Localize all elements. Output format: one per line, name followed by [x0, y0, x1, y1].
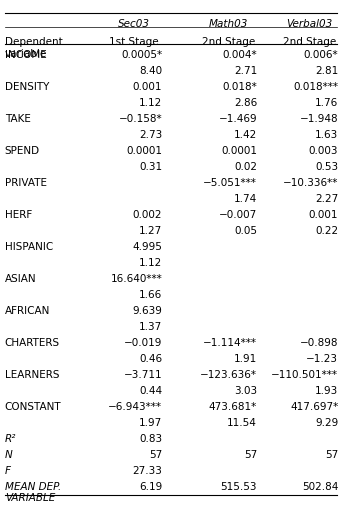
Text: 0.004*: 0.004*	[223, 50, 257, 60]
Text: 1.27: 1.27	[139, 226, 162, 236]
Text: 0.44: 0.44	[139, 386, 162, 396]
Text: R²: R²	[5, 434, 16, 443]
Text: −10.336**: −10.336**	[283, 178, 338, 188]
Text: CHARTERS: CHARTERS	[5, 338, 60, 348]
Text: 0.003: 0.003	[309, 146, 338, 156]
Text: 1.12: 1.12	[139, 258, 162, 268]
Text: 1st Stage: 1st Stage	[109, 37, 158, 48]
Text: −0.898: −0.898	[300, 338, 338, 348]
Text: ASIAN: ASIAN	[5, 274, 36, 284]
Text: 2.71: 2.71	[234, 66, 257, 76]
Text: DENSITY: DENSITY	[5, 82, 49, 92]
Text: 0.006*: 0.006*	[304, 50, 338, 60]
Text: 0.53: 0.53	[315, 162, 338, 172]
Text: 2.27: 2.27	[315, 194, 338, 204]
Text: −0.019: −0.019	[124, 338, 162, 348]
Text: 57: 57	[325, 450, 338, 459]
Text: Math03: Math03	[208, 19, 248, 30]
Text: Dependent
variable: Dependent variable	[5, 37, 63, 59]
Text: LEARNERS: LEARNERS	[5, 370, 59, 380]
Text: CONSTANT: CONSTANT	[5, 402, 61, 412]
Text: 417.697*: 417.697*	[290, 402, 338, 412]
Text: 0.018***: 0.018***	[293, 82, 338, 92]
Text: 1.97: 1.97	[139, 418, 162, 428]
Text: 2.73: 2.73	[139, 130, 162, 140]
Text: −123.636*: −123.636*	[200, 370, 257, 380]
Text: 515.53: 515.53	[221, 482, 257, 492]
Text: 11.54: 11.54	[227, 418, 257, 428]
Text: −0.007: −0.007	[219, 210, 257, 220]
Text: −6.943***: −6.943***	[108, 402, 162, 412]
Text: 0.001: 0.001	[309, 210, 338, 220]
Text: −3.711: −3.711	[123, 370, 162, 380]
Text: AFRICAN: AFRICAN	[5, 306, 50, 316]
Text: 16.640***: 16.640***	[110, 274, 162, 284]
Text: HERF: HERF	[5, 210, 32, 220]
Text: −1.948: −1.948	[300, 114, 338, 124]
Text: 0.83: 0.83	[139, 434, 162, 443]
Text: 1.42: 1.42	[234, 130, 257, 140]
Text: PRIVATE: PRIVATE	[5, 178, 47, 188]
Text: MEAN DEP.
VARIABLE: MEAN DEP. VARIABLE	[5, 482, 61, 503]
Text: 0.31: 0.31	[139, 162, 162, 172]
Text: 0.018*: 0.018*	[222, 82, 257, 92]
Text: 0.02: 0.02	[234, 162, 257, 172]
Text: 0.22: 0.22	[315, 226, 338, 236]
Text: 57: 57	[244, 450, 257, 459]
Text: 57: 57	[149, 450, 162, 459]
Text: 473.681*: 473.681*	[209, 402, 257, 412]
Text: −1.469: −1.469	[218, 114, 257, 124]
Text: 1.12: 1.12	[139, 98, 162, 108]
Text: 1.91: 1.91	[234, 354, 257, 364]
Text: 0.0005*: 0.0005*	[121, 50, 162, 60]
Text: INCOME: INCOME	[5, 50, 46, 60]
Text: 0.0001: 0.0001	[126, 146, 162, 156]
Text: 9.639: 9.639	[132, 306, 162, 316]
Text: −1.23: −1.23	[306, 354, 338, 364]
Text: SPEND: SPEND	[5, 146, 40, 156]
Text: 8.40: 8.40	[139, 66, 162, 76]
Text: 9.29: 9.29	[315, 418, 338, 428]
Text: 3.03: 3.03	[234, 386, 257, 396]
Text: 1.93: 1.93	[315, 386, 338, 396]
Text: 502.84: 502.84	[302, 482, 338, 492]
Text: −1.114***: −1.114***	[203, 338, 257, 348]
Text: −110.501***: −110.501***	[271, 370, 338, 380]
Text: −0.158*: −0.158*	[119, 114, 162, 124]
Text: 1.66: 1.66	[139, 290, 162, 300]
Text: N: N	[5, 450, 12, 459]
Text: 0.001: 0.001	[133, 82, 162, 92]
Text: 0.002: 0.002	[133, 210, 162, 220]
Text: −5.051***: −5.051***	[203, 178, 257, 188]
Text: 27.33: 27.33	[132, 466, 162, 476]
Text: 2nd Stage: 2nd Stage	[202, 37, 255, 48]
Text: 2nd Stage: 2nd Stage	[283, 37, 336, 48]
Text: 2.86: 2.86	[234, 98, 257, 108]
Text: 0.05: 0.05	[234, 226, 257, 236]
Text: F: F	[5, 466, 11, 476]
Text: 4.995: 4.995	[132, 242, 162, 252]
Text: 1.74: 1.74	[234, 194, 257, 204]
Text: Sec03: Sec03	[117, 19, 149, 30]
Text: 6.19: 6.19	[139, 482, 162, 492]
Text: 1.37: 1.37	[139, 322, 162, 332]
Text: HISPANIC: HISPANIC	[5, 242, 53, 252]
Text: 0.0001: 0.0001	[221, 146, 257, 156]
Text: Verbal03: Verbal03	[287, 19, 333, 30]
Text: 1.76: 1.76	[315, 98, 338, 108]
Text: 2.81: 2.81	[315, 66, 338, 76]
Text: 0.46: 0.46	[139, 354, 162, 364]
Text: 1.63: 1.63	[315, 130, 338, 140]
Text: TAKE: TAKE	[5, 114, 31, 124]
